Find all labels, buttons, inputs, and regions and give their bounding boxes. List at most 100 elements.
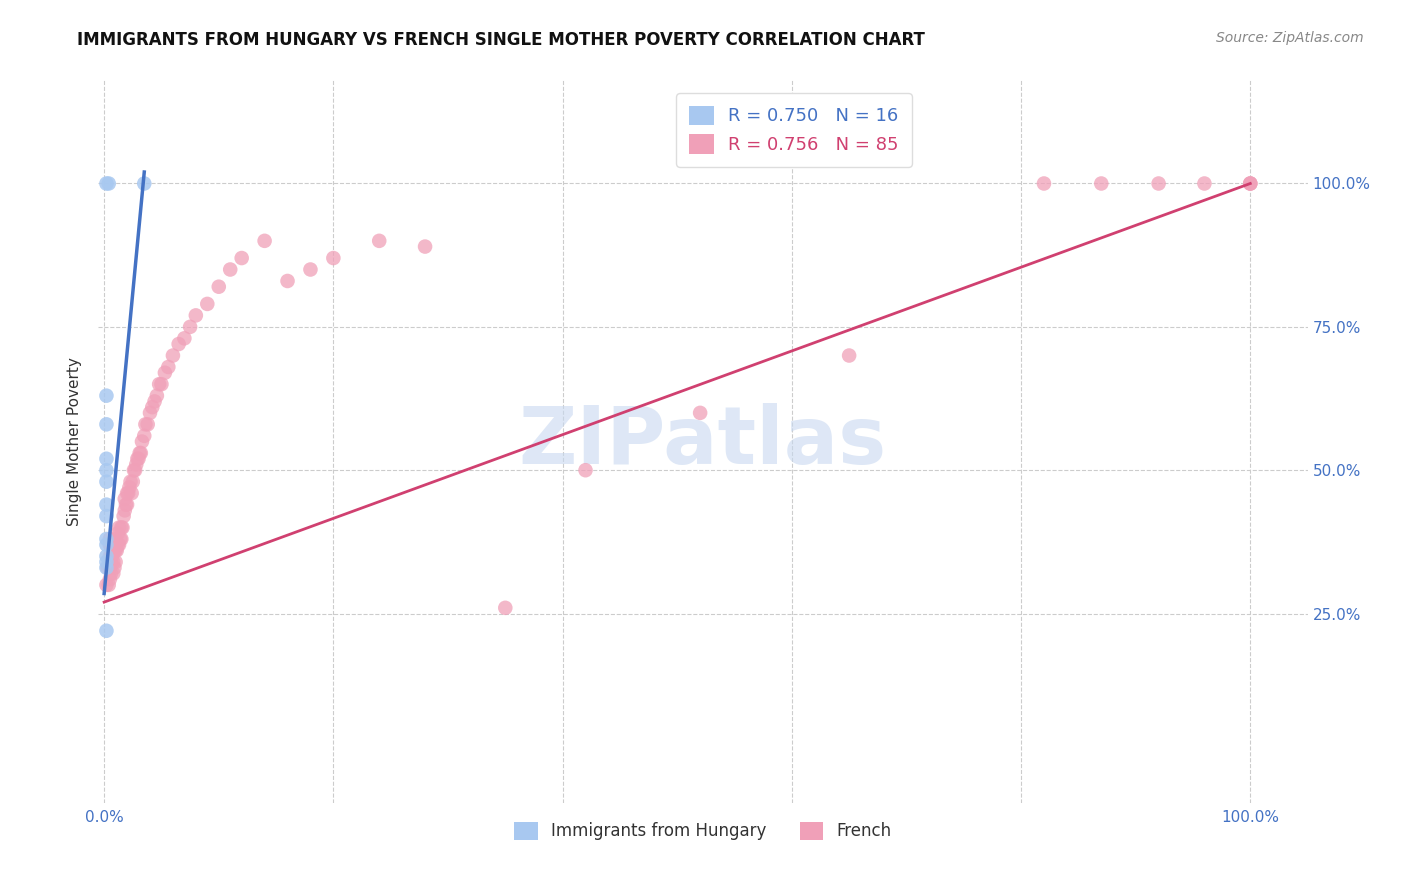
Point — [108, 532, 131, 546]
Point — [1239, 177, 1261, 191]
Point — [107, 538, 129, 552]
Point — [184, 309, 207, 323]
Y-axis label: Single Mother Poverty: Single Mother Poverty — [67, 357, 83, 526]
Point — [122, 463, 145, 477]
Point — [136, 417, 159, 432]
Point — [179, 319, 201, 334]
Point — [114, 491, 136, 506]
Point — [208, 279, 231, 293]
Point — [96, 463, 118, 477]
Point — [368, 234, 391, 248]
Point — [115, 486, 138, 500]
Point — [121, 475, 143, 489]
Text: ZIPatlas: ZIPatlas — [519, 402, 887, 481]
Point — [141, 400, 163, 414]
Point — [128, 451, 150, 466]
Point — [413, 239, 436, 253]
Point — [97, 177, 120, 191]
Point — [103, 543, 125, 558]
Point — [114, 503, 136, 517]
Point — [100, 566, 122, 581]
Point — [134, 429, 156, 443]
Point — [101, 549, 124, 564]
Point — [110, 532, 132, 546]
Point — [108, 520, 131, 534]
Point — [107, 526, 129, 541]
Point — [219, 262, 242, 277]
Point — [153, 366, 176, 380]
Point — [124, 463, 146, 477]
Point — [117, 486, 139, 500]
Point — [231, 251, 253, 265]
Point — [146, 389, 169, 403]
Point — [115, 498, 138, 512]
Point — [98, 572, 121, 586]
Point — [125, 458, 148, 472]
Point — [96, 560, 118, 574]
Point — [103, 566, 125, 581]
Point — [96, 624, 118, 638]
Point — [104, 532, 127, 546]
Point — [96, 498, 118, 512]
Point — [96, 389, 118, 403]
Point — [97, 578, 120, 592]
Point — [148, 377, 170, 392]
Point — [96, 475, 118, 489]
Point — [143, 394, 166, 409]
Point — [98, 538, 121, 552]
Point — [96, 417, 118, 432]
Point — [98, 549, 121, 564]
Point — [195, 297, 218, 311]
Point — [139, 406, 162, 420]
Point — [115, 498, 138, 512]
Point — [96, 555, 118, 569]
Point — [1147, 177, 1170, 191]
Point — [110, 520, 132, 534]
Point — [98, 532, 121, 546]
Point — [838, 349, 860, 363]
Point — [1194, 177, 1216, 191]
Point — [103, 555, 125, 569]
Point — [1090, 177, 1112, 191]
Legend: Immigrants from Hungary, French: Immigrants from Hungary, French — [506, 814, 900, 848]
Point — [121, 486, 143, 500]
Point — [101, 538, 124, 552]
Point — [1239, 177, 1261, 191]
Point — [96, 538, 118, 552]
Point — [131, 434, 153, 449]
Point — [96, 532, 118, 546]
Point — [128, 446, 150, 460]
Point — [103, 560, 125, 574]
Point — [1033, 177, 1056, 191]
Point — [96, 578, 118, 592]
Point — [253, 234, 276, 248]
Point — [157, 359, 180, 374]
Point — [574, 463, 596, 477]
Point — [104, 555, 127, 569]
Point — [173, 331, 195, 345]
Point — [96, 177, 118, 191]
Point — [104, 543, 127, 558]
Point — [1239, 177, 1261, 191]
Point — [120, 475, 142, 489]
Text: IMMIGRANTS FROM HUNGARY VS FRENCH SINGLE MOTHER POVERTY CORRELATION CHART: IMMIGRANTS FROM HUNGARY VS FRENCH SINGLE… — [77, 31, 925, 49]
Point — [689, 406, 711, 420]
Point — [96, 549, 118, 564]
Point — [108, 538, 131, 552]
Point — [98, 560, 121, 574]
Text: Source: ZipAtlas.com: Source: ZipAtlas.com — [1216, 31, 1364, 45]
Point — [134, 177, 156, 191]
Point — [96, 509, 118, 524]
Point — [112, 509, 135, 524]
Point — [118, 480, 141, 494]
Point — [134, 417, 156, 432]
Point — [111, 520, 134, 534]
Point — [105, 543, 128, 558]
Point — [167, 337, 190, 351]
Point — [322, 251, 344, 265]
Point — [494, 600, 516, 615]
Point — [129, 446, 152, 460]
Point — [162, 349, 184, 363]
Point — [150, 377, 173, 392]
Point — [97, 560, 120, 574]
